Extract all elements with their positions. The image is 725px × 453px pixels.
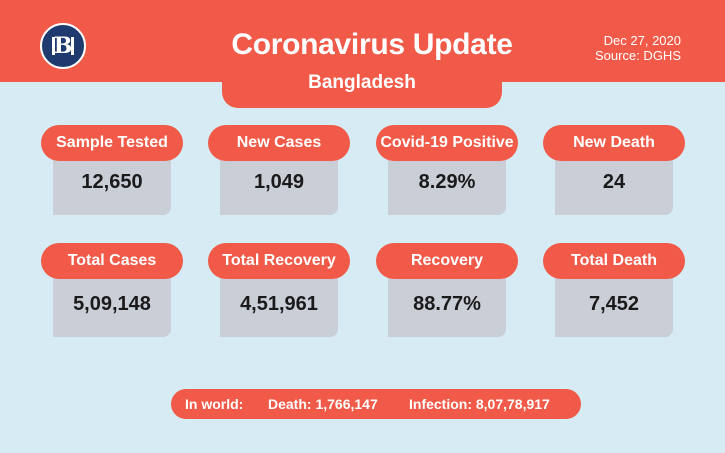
stat-label: Total Recovery [208, 243, 350, 279]
stat-value: 8.29% [418, 171, 476, 193]
update-date: Dec 27, 2020 [603, 33, 681, 48]
world-stats-bar: In world: Death: 1,766,147 Infection: 8,… [171, 389, 581, 419]
stat-label: Sample Tested [41, 125, 183, 161]
world-infection: Infection: 8,07,78,917 [409, 396, 550, 412]
stat-value-box [388, 153, 506, 215]
stat-label: Covid-19 Positive [376, 125, 518, 161]
stat-value-box [220, 271, 338, 337]
world-label: In world: [185, 396, 244, 412]
stat-value: 5,09,148 [73, 293, 151, 315]
stat-label: Total Death [543, 243, 685, 279]
logo-bar-left [52, 37, 55, 55]
stat-value-box [555, 153, 673, 215]
stat-label: Recovery [376, 243, 518, 279]
stat-value: 4,51,961 [240, 293, 318, 315]
stat-value-box [388, 271, 506, 337]
stat-label: Total Cases [41, 243, 183, 279]
stat-value: 12,650 [81, 171, 143, 193]
update-meta: Dec 27, 2020 Source: DGHS [595, 33, 681, 63]
stat-label: New Cases [208, 125, 350, 161]
page-title: Coronavirus Update [231, 28, 513, 61]
stat-label: New Death [543, 125, 685, 161]
logo-bar-right [71, 37, 74, 55]
stat-value-box [555, 271, 673, 337]
stat-value-box [53, 153, 171, 215]
stat-value-box [220, 153, 338, 215]
world-death: Death: 1,766,147 [268, 396, 378, 412]
logo-letter: B [53, 33, 73, 59]
stat-value: 7,452 [588, 293, 640, 315]
subtitle-tab [222, 60, 502, 108]
stat-value: 88.77% [413, 293, 481, 315]
stat-value: 1,049 [253, 171, 305, 193]
stat-value: 24 [602, 171, 626, 193]
brand-logo: B [40, 23, 86, 69]
country-subtitle: Bangladesh [308, 72, 416, 93]
data-source: Source: DGHS [595, 48, 681, 63]
stat-value-box [53, 271, 171, 337]
